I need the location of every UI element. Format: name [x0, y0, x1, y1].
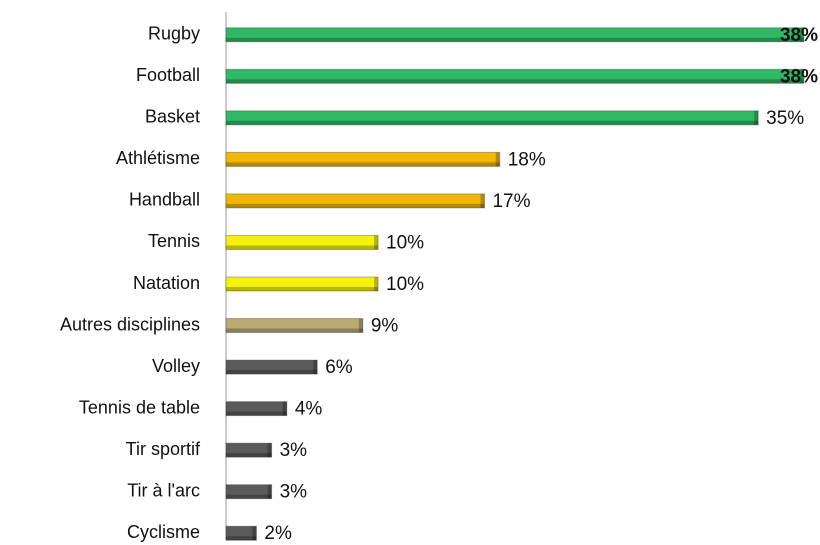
value-label: 2% — [264, 523, 292, 544]
bar-shade — [226, 162, 500, 167]
y-tick-label: Basket — [145, 107, 200, 127]
value-label: 6% — [325, 357, 353, 378]
bar-shade — [226, 328, 363, 333]
y-tick-label: Natation — [133, 273, 200, 293]
bar-end — [374, 277, 379, 291]
bar-shade — [226, 411, 287, 416]
bar-end — [282, 401, 287, 416]
bar-end — [799, 27, 804, 42]
bar-end — [313, 360, 318, 375]
bar-end — [480, 193, 485, 208]
bar-end — [374, 235, 379, 250]
value-label: 10% — [386, 232, 424, 253]
bar — [225, 276, 379, 292]
y-tick-label: Autres disciplines — [60, 314, 200, 334]
bar — [225, 27, 805, 43]
y-tick-label: Tennis de table — [79, 397, 200, 417]
bar-end — [252, 526, 257, 541]
value-label: 38% — [780, 66, 818, 87]
y-tick-label: Tir sportif — [126, 439, 201, 459]
bar — [225, 68, 805, 84]
bar-end — [799, 69, 804, 84]
y-tick-label: Volley — [152, 356, 200, 376]
bar-end — [358, 318, 363, 333]
value-label: 35% — [766, 108, 804, 129]
value-label: 17% — [492, 191, 530, 212]
bar-shade — [226, 79, 804, 84]
value-label: 18% — [508, 149, 546, 170]
y-tick-label: Tennis — [148, 231, 200, 251]
y-tick-label: Handball — [129, 190, 200, 210]
value-label: 38% — [780, 25, 818, 46]
bar — [225, 401, 288, 417]
bar-shade — [226, 287, 379, 291]
bar-shade — [226, 453, 272, 458]
bar-shade — [226, 370, 318, 375]
y-tick-label: Athlétisme — [116, 148, 200, 168]
bar-shade — [226, 120, 759, 125]
bar-shade — [226, 37, 804, 42]
bar-end — [267, 443, 272, 458]
bar — [225, 110, 759, 126]
y-tick-label: Cyclisme — [127, 522, 200, 542]
value-label: 3% — [280, 482, 308, 503]
bar-end — [267, 484, 272, 499]
bar — [225, 359, 318, 375]
bar-shade — [226, 494, 272, 499]
bar-end — [495, 152, 500, 167]
y-tick-label: Football — [136, 65, 200, 85]
bar — [225, 318, 364, 334]
value-label: 3% — [280, 440, 308, 461]
bar-end — [754, 110, 759, 125]
bar-shade — [226, 536, 257, 541]
value-label: 4% — [295, 399, 323, 420]
value-label: 10% — [386, 274, 424, 295]
bar — [225, 193, 485, 209]
bar — [225, 525, 257, 541]
bar-shade — [226, 245, 379, 250]
bar — [225, 484, 273, 500]
y-tick-label: Tir à l'arc — [127, 480, 200, 500]
bar — [225, 234, 379, 250]
bar — [225, 151, 501, 167]
y-tick-label: Rugby — [148, 24, 200, 44]
bar — [225, 442, 273, 458]
bar-shade — [226, 203, 485, 208]
value-label: 9% — [371, 316, 399, 337]
